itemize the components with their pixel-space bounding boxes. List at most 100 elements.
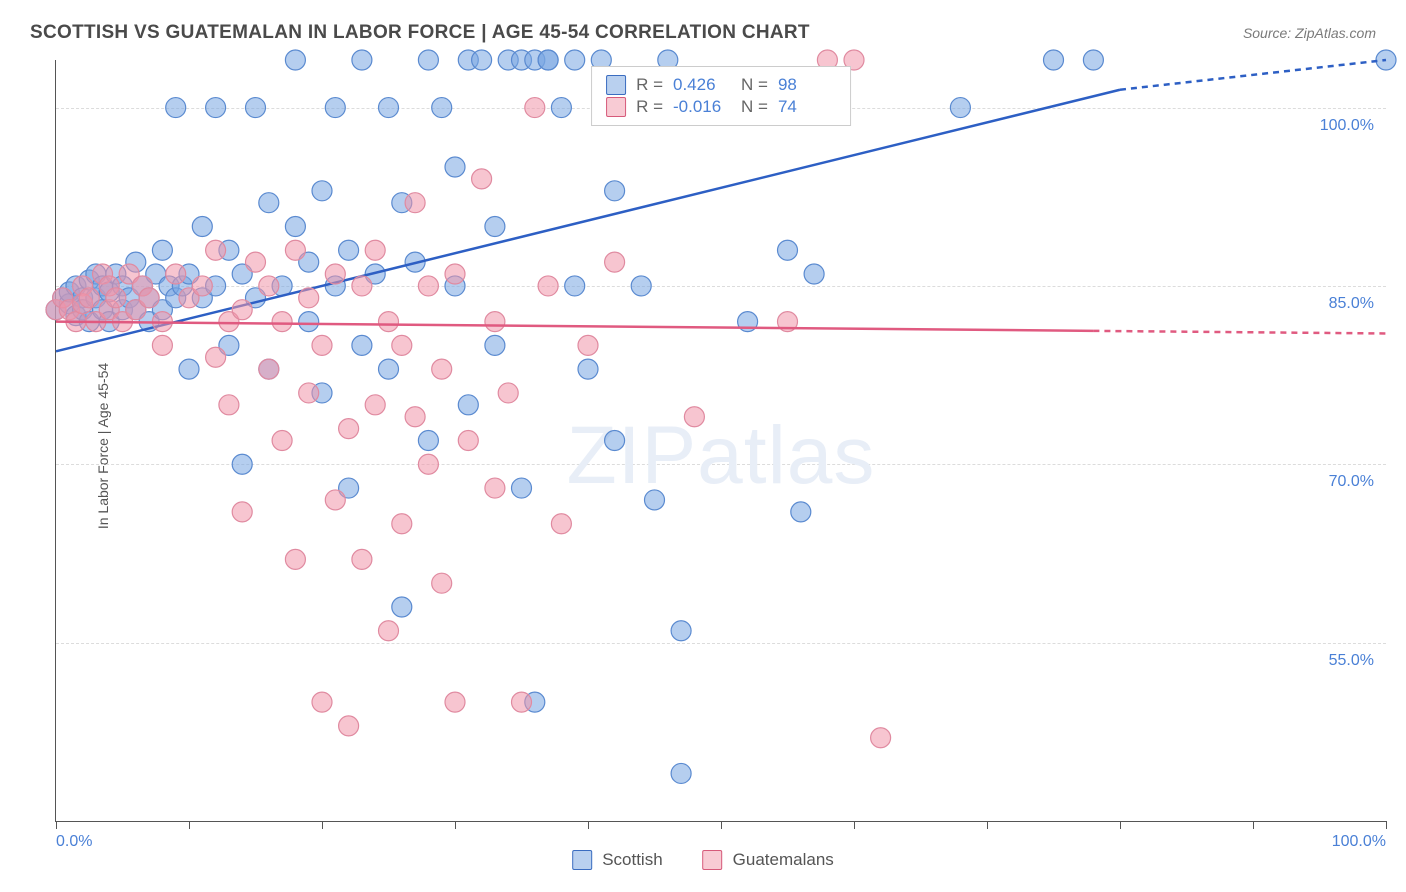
data-point — [472, 50, 492, 70]
data-point — [299, 288, 319, 308]
data-point — [871, 728, 891, 748]
data-point — [418, 276, 438, 296]
data-point — [418, 50, 438, 70]
legend-guatemalan-label: Guatemalans — [733, 850, 834, 870]
data-point — [352, 276, 372, 296]
trend-line-dashed — [1120, 60, 1386, 90]
x-tick — [1120, 821, 1121, 829]
x-tick — [1386, 821, 1387, 829]
data-point — [352, 335, 372, 355]
data-point — [259, 276, 279, 296]
x-tick — [455, 821, 456, 829]
data-point — [272, 312, 292, 332]
data-point — [79, 288, 99, 308]
legend-row-scottish: R = 0.426 N = 98 — [606, 75, 836, 95]
chart-title: SCOTTISH VS GUATEMALAN IN LABOR FORCE | … — [30, 22, 810, 44]
legend-item-scottish: Scottish — [572, 850, 662, 870]
data-point — [605, 431, 625, 451]
data-point — [791, 502, 811, 522]
data-point — [458, 395, 478, 415]
data-point — [152, 240, 172, 260]
x-tick — [322, 821, 323, 829]
data-point — [232, 300, 252, 320]
series-legend: Scottish Guatemalans — [572, 850, 834, 870]
data-point — [325, 264, 345, 284]
scottish-swatch-icon — [606, 75, 626, 95]
data-point — [445, 264, 465, 284]
data-point — [498, 383, 518, 403]
x-tick — [588, 821, 589, 829]
data-point — [192, 216, 212, 236]
source-label: Source: ZipAtlas.com — [1243, 25, 1376, 41]
data-point — [166, 98, 186, 118]
data-point — [512, 478, 532, 498]
data-point — [285, 50, 305, 70]
chart-plot-area: ZIPatlas R = 0.426 N = 98 R = -0.016 N =… — [55, 60, 1386, 822]
x-tick — [854, 821, 855, 829]
data-point — [578, 359, 598, 379]
data-point — [325, 490, 345, 510]
data-point — [605, 252, 625, 272]
data-point — [485, 312, 505, 332]
data-point — [166, 264, 186, 284]
data-point — [1044, 50, 1064, 70]
r-label: R = — [636, 97, 663, 117]
data-point — [312, 181, 332, 201]
guatemalan-r-value: -0.016 — [673, 97, 731, 117]
data-point — [299, 312, 319, 332]
x-tick — [1253, 821, 1254, 829]
data-point — [379, 621, 399, 641]
data-point — [392, 335, 412, 355]
data-point — [485, 335, 505, 355]
data-point — [458, 431, 478, 451]
data-point — [538, 50, 558, 70]
data-point — [246, 98, 266, 118]
data-point — [538, 276, 558, 296]
data-point — [671, 763, 691, 783]
data-point — [325, 98, 345, 118]
data-point — [392, 514, 412, 534]
data-point — [219, 395, 239, 415]
data-point — [950, 98, 970, 118]
x-tick — [987, 821, 988, 829]
correlation-legend: R = 0.426 N = 98 R = -0.016 N = 74 — [591, 66, 851, 126]
data-point — [578, 335, 598, 355]
data-point — [339, 419, 359, 439]
data-point — [206, 347, 226, 367]
scottish-r-value: 0.426 — [673, 75, 731, 95]
legend-scottish-label: Scottish — [602, 850, 662, 870]
data-point — [418, 431, 438, 451]
data-point — [379, 98, 399, 118]
data-point — [645, 490, 665, 510]
legend-row-guatemalan: R = -0.016 N = 74 — [606, 97, 836, 117]
data-point — [192, 276, 212, 296]
data-point — [232, 502, 252, 522]
data-point — [432, 573, 452, 593]
data-point — [445, 157, 465, 177]
trend-line — [56, 90, 1120, 352]
data-point — [352, 549, 372, 569]
data-point — [512, 692, 532, 712]
data-point — [525, 98, 545, 118]
data-point — [1083, 50, 1103, 70]
data-point — [684, 407, 704, 427]
x-tick — [56, 821, 57, 829]
data-point — [671, 621, 691, 641]
data-point — [804, 264, 824, 284]
data-point — [206, 240, 226, 260]
data-point — [445, 692, 465, 712]
data-point — [339, 240, 359, 260]
data-point — [312, 692, 332, 712]
data-point — [285, 549, 305, 569]
data-point — [312, 335, 332, 355]
data-point — [551, 514, 571, 534]
trend-line — [56, 322, 1093, 331]
data-point — [631, 276, 651, 296]
data-point — [299, 383, 319, 403]
n-label: N = — [741, 75, 768, 95]
data-point — [405, 193, 425, 213]
data-point — [206, 98, 226, 118]
r-label: R = — [636, 75, 663, 95]
data-point — [179, 359, 199, 379]
data-point — [259, 359, 279, 379]
